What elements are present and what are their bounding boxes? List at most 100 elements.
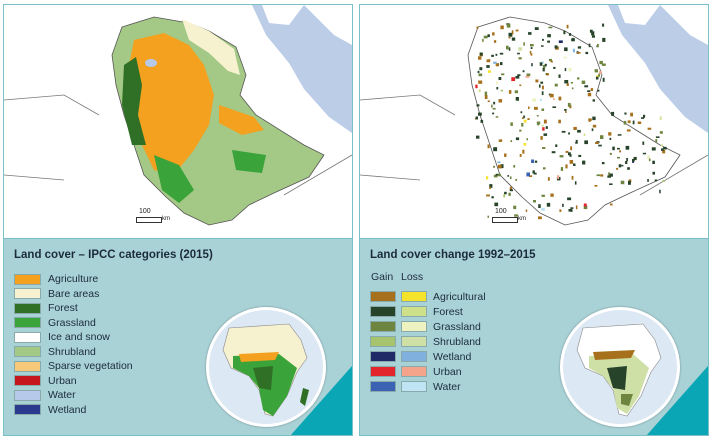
change-dot (493, 147, 498, 152)
change-dot (510, 34, 513, 37)
legend-label: Wetland (48, 403, 87, 416)
change-dot (597, 89, 600, 92)
change-legend-label: Grassland (433, 320, 481, 333)
change-dot (489, 186, 491, 189)
change-dot (594, 185, 598, 187)
change-dot (575, 139, 578, 143)
land-cover-legend: Agriculture Bare areas Forest Grassland Ice … (14, 272, 133, 417)
legend-item: Agriculture (14, 272, 133, 287)
change-dot (597, 43, 599, 48)
loss-swatch (401, 366, 427, 377)
change-dot (541, 45, 544, 47)
change-dot (632, 120, 635, 125)
change-dot (647, 155, 650, 160)
change-dot (560, 167, 564, 171)
change-dot (487, 144, 490, 149)
change-dot (601, 63, 606, 66)
change-dot (486, 59, 491, 63)
change-dot (558, 96, 562, 101)
change-dot (503, 194, 506, 198)
change-legend-label: Forest (433, 305, 463, 318)
gain-swatch (370, 291, 396, 302)
change-dot (663, 146, 667, 150)
change-dot (523, 143, 527, 146)
africa-change-inset-graphic (563, 310, 677, 424)
change-dot (492, 107, 496, 110)
change-dot (543, 133, 548, 136)
change-legend-label: Shrubland (433, 335, 481, 348)
change-dot (577, 129, 581, 133)
change-dot (563, 56, 567, 59)
change-dot (554, 83, 558, 87)
change-dot (637, 121, 642, 124)
change-dot (478, 73, 483, 77)
change-dot (570, 209, 573, 212)
change-dot (652, 171, 655, 175)
change-dot (491, 196, 494, 199)
change-dot (520, 111, 523, 114)
change-dot (507, 175, 510, 177)
change-dot (514, 214, 518, 217)
change-dot (568, 132, 570, 135)
change-dot (523, 119, 527, 123)
change-dot (479, 52, 483, 56)
change-dot (500, 164, 504, 169)
change-dot (589, 29, 593, 33)
change-dot (596, 174, 601, 177)
change-dot (539, 84, 541, 88)
change-dot (609, 152, 612, 155)
change-dot (477, 70, 480, 74)
change-dot (491, 54, 494, 57)
change-dot (530, 44, 534, 47)
change-dot (540, 81, 544, 84)
legend-swatch (14, 346, 41, 358)
change-dot (536, 115, 539, 117)
change-dot (539, 62, 543, 66)
change-dot (559, 209, 562, 212)
change-dot (659, 189, 661, 194)
change-dot (487, 34, 490, 38)
change-dot (552, 106, 557, 108)
change-dot (617, 156, 620, 159)
change-dot (565, 150, 569, 153)
legend-label: Shrubland (48, 345, 96, 358)
legend-item: Ice and snow (14, 330, 133, 345)
change-dot (568, 67, 572, 72)
change-dot (592, 124, 597, 128)
change-dot (565, 111, 567, 113)
panel-letter: B (366, 10, 374, 22)
change-dot (501, 73, 505, 76)
change-dot (609, 173, 613, 177)
change-dot (592, 99, 595, 102)
change-dot (482, 39, 484, 42)
change-dot (662, 150, 666, 154)
change-dot (627, 167, 630, 170)
change-dot (513, 165, 516, 168)
change-dot (500, 62, 503, 66)
legend-item: Water (14, 388, 133, 403)
change-dot (498, 77, 502, 80)
change-dot (513, 205, 517, 210)
change-dot (564, 109, 567, 111)
change-dot (557, 175, 560, 179)
change-dots (475, 23, 667, 220)
scale-unit: km (162, 216, 170, 222)
change-dot (529, 50, 532, 54)
scale-bar (492, 217, 518, 223)
change-dot (504, 153, 507, 157)
change-dot (654, 179, 658, 182)
change-dot (518, 47, 523, 51)
change-dot (532, 170, 535, 174)
arabian-land (618, 5, 660, 25)
change-dot (495, 173, 499, 176)
change-dot (609, 183, 613, 185)
change-dot (599, 60, 603, 65)
change-dot (508, 90, 512, 94)
change-dot (487, 215, 489, 218)
change-dot (628, 180, 631, 185)
africa-inset-globe (206, 307, 326, 427)
change-dot (621, 164, 624, 167)
change-dot (554, 45, 558, 49)
change-dot (484, 95, 488, 99)
change-dot (651, 147, 656, 151)
